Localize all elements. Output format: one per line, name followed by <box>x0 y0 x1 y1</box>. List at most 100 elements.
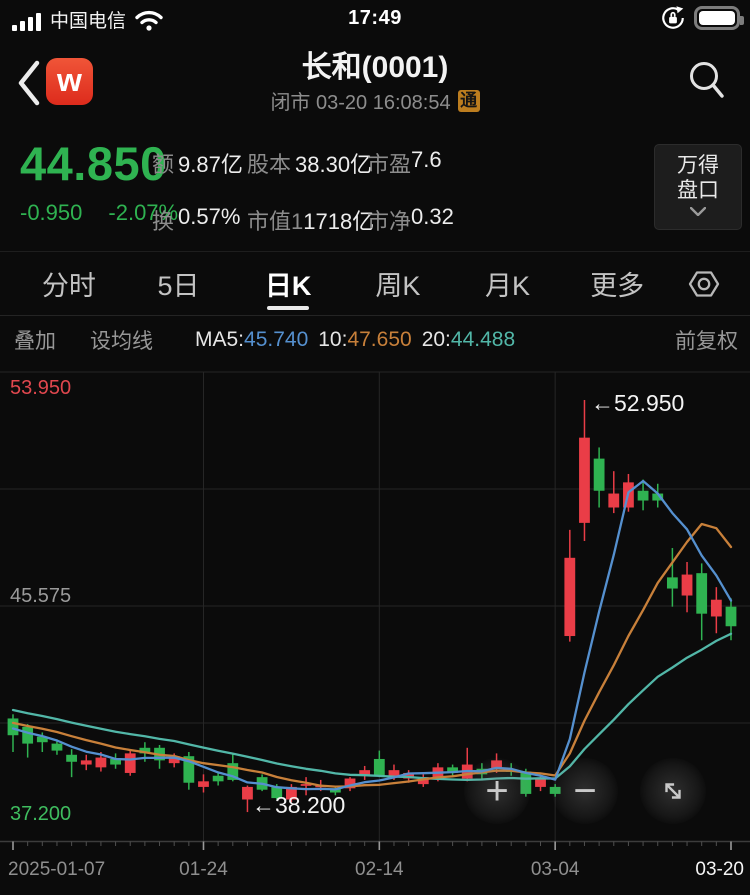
tab-日K[interactable]: 日K <box>233 252 343 315</box>
last-price: 44.850 <box>20 137 167 190</box>
ma10-line <box>11 522 733 788</box>
x-axis-label: 03-04 <box>530 859 580 880</box>
wind-app-logo[interactable]: w <box>46 58 93 105</box>
price-change-pct: -2.07% <box>108 200 179 225</box>
low-price-annotation: ←38.200 <box>252 792 346 818</box>
stock-title: 长和(0001) <box>301 51 449 84</box>
candle-body-02-19 <box>417 777 429 785</box>
ma-value-10: 10:47.650 <box>318 328 412 351</box>
ma5-line <box>11 479 733 791</box>
field-label: 市净 <box>367 209 412 234</box>
field-label: 额 <box>152 152 175 177</box>
signal-strength-icon <box>12 12 41 31</box>
candle-body-01-27 <box>212 775 224 782</box>
header: w 长和(0001) 闭市 03-20 16:08:54 通 <box>0 36 750 126</box>
candle-body-02-21 <box>447 767 458 773</box>
field-value: 1718亿 <box>303 209 375 234</box>
rotation-lock-icon <box>662 6 684 29</box>
candle-body-03-13 <box>652 493 664 501</box>
candle-body-01-10 <box>51 743 63 751</box>
candle-body-01-08 <box>22 726 34 744</box>
candle-body-02-10 <box>315 785 327 788</box>
price-change-row: -0.950 -2.07% <box>20 200 178 226</box>
x-axis-label: 01-24 <box>179 859 228 880</box>
tab-月K[interactable]: 月K <box>485 271 531 301</box>
adjust-mode-button[interactable]: 前复权 <box>675 330 738 353</box>
x-axis-label: 2025-01-07 <box>8 859 106 880</box>
candle-body-01-21 <box>154 747 165 761</box>
candle-body-01-28 <box>227 763 239 780</box>
carrier-label: 中国电信 <box>50 11 127 32</box>
quote-field: 市盈 7.6 <box>367 147 442 179</box>
expand-icon <box>665 783 681 799</box>
candle-body-03-10 <box>608 493 620 508</box>
y-axis-label: 53.950 <box>10 377 72 399</box>
field-value: 38.30亿 <box>295 152 373 177</box>
candle-body-03-19 <box>710 599 722 617</box>
field-value: 0.57% <box>178 204 241 229</box>
candle-body-02-14 <box>373 758 385 776</box>
ma-value-20: 20:44.488 <box>421 328 516 351</box>
candle-body-03-06 <box>579 437 590 523</box>
overlay-button[interactable]: 叠加 <box>14 330 56 353</box>
field-label: 换 <box>152 209 175 234</box>
candle-body-03-11 <box>623 482 634 508</box>
quote-field: 额 9.87亿 <box>152 147 243 179</box>
candle-body-03-14 <box>666 577 678 589</box>
tab-更多[interactable]: 更多 <box>590 271 645 301</box>
wind-orderbook-button[interactable]: 万得 盘口 <box>654 144 742 230</box>
candle-body-01-13 <box>66 754 78 762</box>
candle-body-02-18 <box>403 772 415 779</box>
candle-body-02-04 <box>256 777 268 790</box>
x-axis-label: 02-14 <box>355 859 404 880</box>
candle-body-03-12 <box>637 490 649 501</box>
tab-5日[interactable]: 5日 <box>157 271 200 301</box>
candle-body-03-17 <box>681 574 693 596</box>
tab-分时[interactable]: 分时 <box>41 271 96 301</box>
candle-body-01-09 <box>36 736 48 743</box>
candle-body-02-07 <box>300 784 312 786</box>
candle-body-01-14 <box>80 760 92 765</box>
candle-body-01-24 <box>198 781 209 787</box>
gear-icon <box>688 270 720 297</box>
candle-body-01-16 <box>110 758 121 765</box>
chart-zoom-out-button[interactable]: − <box>552 758 618 824</box>
stock-connect-badge: 通 <box>457 89 480 112</box>
field-label: 市盈 <box>367 152 412 177</box>
back-button[interactable] <box>16 58 42 108</box>
candle-body-03-18 <box>696 573 708 614</box>
chevron-down-icon <box>689 206 707 217</box>
price-change: -0.950 <box>20 200 83 225</box>
candle-body-01-22 <box>168 756 180 764</box>
candle-body-03-07 <box>593 458 605 491</box>
candle-body-02-20 <box>432 767 444 779</box>
high-price-annotation: ←52.950 <box>591 390 685 416</box>
candle-body-02-12 <box>344 778 356 789</box>
quote-field: 股本 38.30亿 <box>247 147 372 179</box>
market-status-row: 闭市 03-20 16:08:54 通 <box>0 86 750 115</box>
chart-settings-button[interactable] <box>672 269 736 299</box>
field-value: 7.6 <box>411 147 442 172</box>
candle-body-02-17 <box>388 770 400 776</box>
y-axis-label: 37.200 <box>10 803 72 825</box>
search-icon[interactable] <box>688 60 726 102</box>
candle-body-03-03 <box>535 778 546 787</box>
candle-body-01-17 <box>124 753 136 773</box>
field-label: 股本 <box>247 152 292 177</box>
tab-周K[interactable]: 周K <box>375 271 421 301</box>
candle-body-03-05 <box>564 557 576 637</box>
quote-field: 换 0.57% <box>152 204 240 236</box>
candle-body-01-07 <box>7 718 19 736</box>
wifi-icon <box>135 10 163 31</box>
quote-field: 市净 0.32 <box>367 204 454 236</box>
chart-fullscreen-button[interactable] <box>640 758 706 824</box>
set-ma-button[interactable]: 设均线 <box>90 330 153 353</box>
x-axis-label: 03-20 <box>695 859 744 880</box>
ma-values: MA5:45.740 10:47.650 20:44.488 <box>195 328 515 352</box>
battery-icon <box>694 6 744 30</box>
chart-zoom-in-button[interactable]: + <box>464 758 530 824</box>
ma-value-MA5: MA5:45.740 <box>195 328 309 351</box>
candle-body-02-13 <box>359 770 371 776</box>
market-status-text: 闭市 03-20 16:08:54 <box>270 92 451 114</box>
